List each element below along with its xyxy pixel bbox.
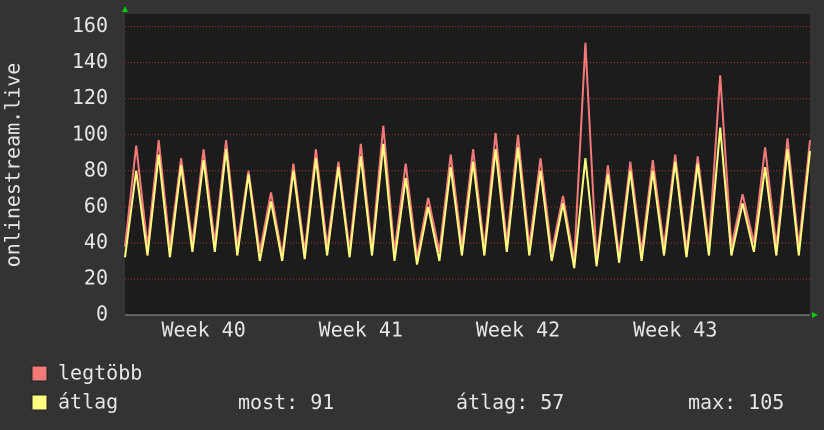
stat: átlag: 57 (456, 390, 564, 414)
x-tick-label: Week 41 (319, 318, 403, 342)
stat-label: most: (238, 390, 298, 414)
legend-swatch (31, 394, 48, 411)
stat-value: 105 (748, 390, 784, 414)
y-tick-label: 0 (96, 302, 108, 326)
stat-label: max: (688, 390, 736, 414)
y-axis-label: onlinestream.live (1, 63, 25, 268)
x-tick-label: Week 40 (161, 318, 245, 342)
legend-swatch (31, 365, 48, 382)
y-tick-label: 100 (72, 121, 108, 145)
y-tick-label: 80 (84, 157, 108, 181)
stat-label: átlag: (456, 390, 528, 414)
y-tick-label: 60 (84, 193, 108, 217)
axis-arrow (812, 312, 818, 318)
legend-label: legtöbb (58, 361, 142, 385)
stat-value: 91 (310, 390, 334, 414)
x-tick-label: Week 42 (476, 318, 560, 342)
stat: max: 105 (688, 390, 784, 414)
y-tick-label: 140 (72, 49, 108, 73)
y-tick-label: 120 (72, 85, 108, 109)
y-tick-label: 40 (84, 229, 108, 253)
series-line (124, 127, 811, 269)
axis-arrow (122, 6, 128, 12)
x-tick-label: Week 43 (633, 318, 717, 342)
labels: 0 20 40 60 80 100 120 140 160 Week 40 Week 41 Week … (31, 13, 784, 414)
y-tick-label: 20 (84, 265, 108, 289)
stat-value: 57 (540, 390, 564, 414)
stat: most: 91 (238, 390, 334, 414)
y-tick-label: 160 (72, 13, 108, 37)
legend-label: átlag (58, 390, 118, 414)
lines (124, 42, 811, 316)
